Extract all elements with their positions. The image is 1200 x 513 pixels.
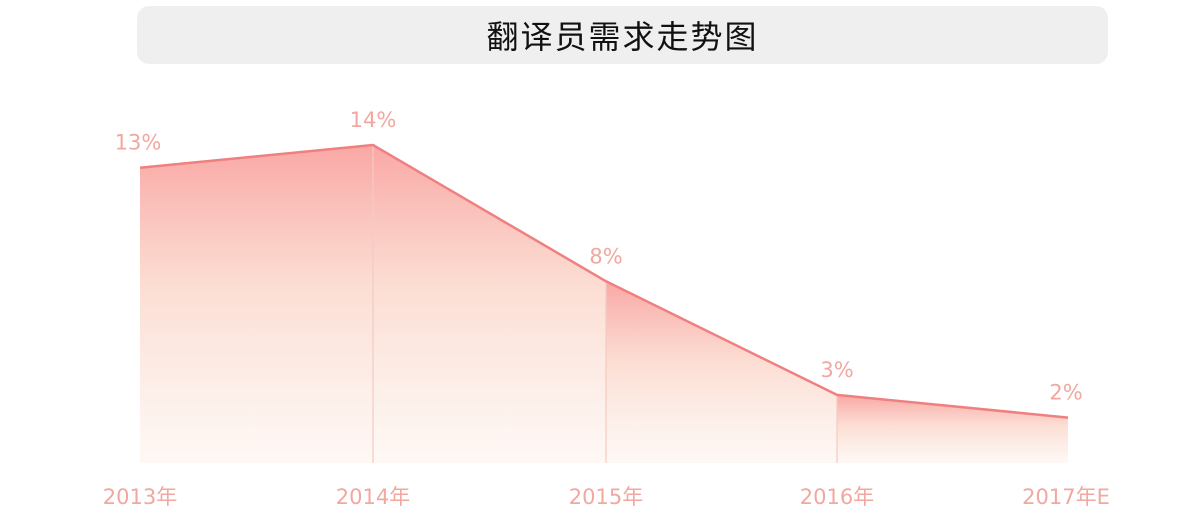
segment-dividers xyxy=(372,145,838,463)
area-segments xyxy=(140,145,1068,463)
x-tick-label: 2017年E xyxy=(1022,485,1110,509)
chart-title: 翻译员需求走势图 xyxy=(486,18,759,56)
x-tick-label: 2014年 xyxy=(336,485,410,509)
data-label: 14% xyxy=(350,108,397,132)
chart-title-bar: 翻译员需求走势图 xyxy=(137,6,1108,64)
x-tick-label: 2013年 xyxy=(103,485,177,509)
x-tick-label: 2016年 xyxy=(800,485,874,509)
data-labels: 13% 14% 8% 3% 2% xyxy=(115,108,1083,405)
data-label: 8% xyxy=(589,244,622,268)
trend-line xyxy=(139,143,1069,419)
x-axis-ticks: 2013年 2014年 2015年 2016年 2017年E xyxy=(103,485,1110,509)
area-segment xyxy=(373,145,606,463)
data-label: 13% xyxy=(115,131,162,155)
area-segment xyxy=(606,281,837,463)
area-segment xyxy=(837,394,1068,463)
trend-line-group xyxy=(139,143,1069,419)
x-tick-label: 2015年 xyxy=(569,485,643,509)
data-label: 2% xyxy=(1049,381,1082,405)
area-segment xyxy=(140,145,373,463)
data-label: 3% xyxy=(820,358,853,382)
